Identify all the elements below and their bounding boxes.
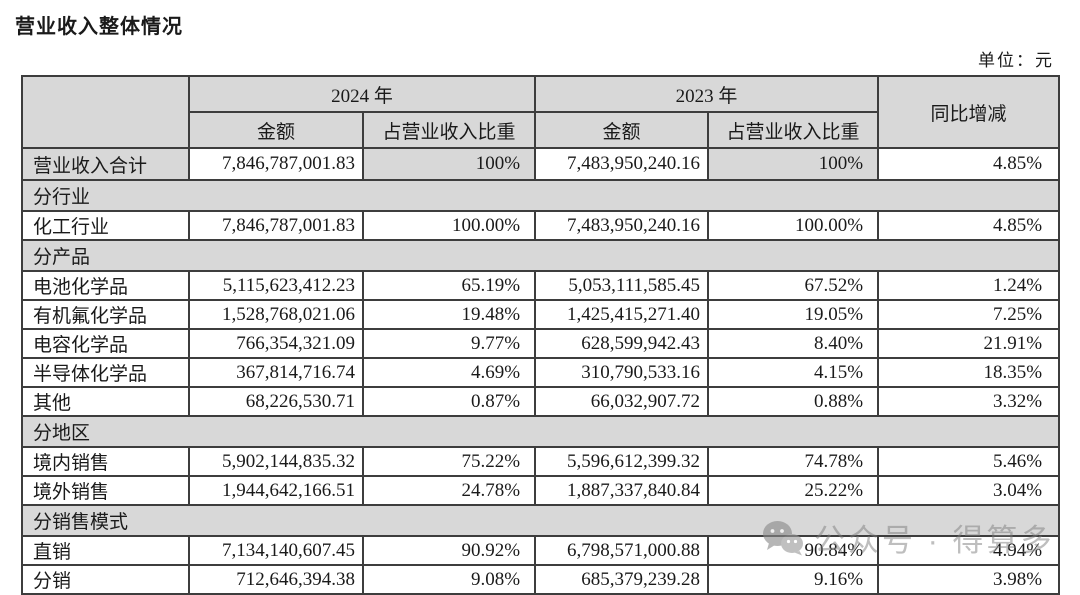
proportion-2024-cell: 75.22% [361, 446, 537, 477]
section-row-product: 分产品 [20, 239, 1061, 272]
header-row-metrics: 金额 占营业收入比重 金额 占营业收入比重 [22, 111, 1059, 149]
yoy-cell: 3.98% [877, 564, 1061, 595]
corner-cell [21, 75, 190, 149]
amount-2024-header: 金额 [188, 111, 364, 149]
yoy-header: 同比增减 [877, 75, 1061, 149]
row-label: 电容化学品 [21, 328, 190, 359]
amount-2023-cell: 1,425,415,271.40 [534, 299, 710, 330]
table-row-total: 营业收入合计 7,846,787,001.83 100% 7,483,950,2… [21, 147, 1061, 181]
amount-2024-cell: 5,902,144,835.32 [188, 446, 364, 477]
amount-2023-cell: 5,596,612,399.32 [534, 446, 710, 477]
amount-2023-cell: 66,032,907.72 [534, 386, 710, 417]
amount-2024-cell: 1,944,642,166.51 [188, 475, 364, 506]
amount-2023-cell: 1,887,337,840.84 [534, 475, 710, 506]
amount-2024-cell: 712,646,394.38 [188, 564, 364, 595]
table-row: 分销 712,646,394.38 9.08% 685,379,239.28 9… [21, 564, 1061, 595]
amount-2023-cell: 7,483,950,240.16 [534, 210, 710, 241]
yoy-cell: 1.24% [877, 270, 1061, 301]
section-label: 分销售模式 [20, 504, 1061, 537]
proportion-2024-cell: 9.08% [361, 564, 537, 595]
proportion-2023-cell: 4.15% [707, 357, 880, 388]
year-2024-header: 2024 年 [187, 75, 537, 113]
amount-2024-cell: 7,846,787,001.83 [188, 210, 364, 241]
yoy-cell: 4.85% [877, 147, 1061, 181]
amount-2023-cell: 7,483,950,240.16 [534, 147, 710, 181]
amount-2023-cell: 6,798,571,000.88 [534, 535, 710, 566]
proportion-2024-cell: 4.69% [361, 357, 537, 388]
section-row-sales-mode: 分销售模式 [20, 504, 1061, 537]
amount-2024-cell: 7,134,140,607.45 [188, 535, 364, 566]
proportion-2024-cell: 100.00% [361, 210, 537, 241]
page-title: 营业收入整体情况 [15, 16, 183, 38]
table-row: 电容化学品 766,354,321.09 9.77% 628,599,942.4… [21, 328, 1061, 359]
row-label: 其他 [21, 386, 190, 417]
proportion-2024-cell: 9.77% [361, 328, 537, 359]
section-label: 分地区 [20, 415, 1061, 448]
yoy-cell: 4.94% [877, 535, 1061, 566]
proportion-2023-cell: 25.22% [707, 475, 880, 506]
yoy-cell: 3.04% [877, 475, 1061, 506]
row-label: 有机氟化学品 [21, 299, 190, 330]
table-row: 化工行业 7,846,787,001.83 100.00% 7,483,950,… [21, 210, 1061, 241]
proportion-2023-cell: 19.05% [707, 299, 880, 330]
row-label: 化工行业 [21, 210, 190, 241]
proportion-2023-header: 占营业收入比重 [707, 111, 880, 149]
section-row-industry: 分行业 [20, 179, 1061, 212]
yoy-cell: 5.46% [877, 446, 1061, 477]
unit-label: 单位：元 [978, 51, 1054, 70]
proportion-2023-cell: 100% [707, 147, 880, 181]
proportion-2024-cell: 19.48% [361, 299, 537, 330]
proportion-2023-cell: 67.52% [707, 270, 880, 301]
row-label: 直销 [21, 535, 190, 566]
amount-2024-cell: 5,115,623,412.23 [188, 270, 364, 301]
amount-2023-cell: 310,790,533.16 [534, 357, 710, 388]
table-row: 半导体化学品 367,814,716.74 4.69% 310,790,533.… [21, 357, 1061, 388]
proportion-2023-cell: 0.88% [707, 386, 880, 417]
row-label: 境外销售 [21, 475, 190, 506]
row-label: 境内销售 [21, 446, 190, 477]
revenue-table: 2024 年 2023 年 同比增减 金额 占营业收入比重 金额 占营业收入比重… [20, 75, 1061, 595]
proportion-2024-cell: 90.92% [361, 535, 537, 566]
proportion-2024-cell: 0.87% [361, 386, 537, 417]
row-label: 营业收入合计 [21, 147, 190, 181]
proportion-2024-cell: 65.19% [361, 270, 537, 301]
proportion-2023-cell: 90.84% [707, 535, 880, 566]
amount-2024-cell: 367,814,716.74 [188, 357, 364, 388]
year-2023-header: 2023 年 [534, 75, 880, 113]
section-row-region: 分地区 [20, 415, 1061, 448]
table-row: 直销 7,134,140,607.45 90.92% 6,798,571,000… [21, 535, 1061, 566]
amount-2024-cell: 1,528,768,021.06 [188, 299, 364, 330]
row-label: 半导体化学品 [21, 357, 190, 388]
table-row: 境外销售 1,944,642,166.51 24.78% 1,887,337,8… [21, 475, 1061, 506]
amount-2023-header: 金额 [534, 111, 710, 149]
proportion-2023-cell: 74.78% [707, 446, 880, 477]
yoy-cell: 21.91% [877, 328, 1061, 359]
yoy-cell: 7.25% [877, 299, 1061, 330]
amount-2024-cell: 766,354,321.09 [188, 328, 364, 359]
table-row: 境内销售 5,902,144,835.32 75.22% 5,596,612,3… [21, 446, 1061, 477]
proportion-2024-cell: 100% [361, 147, 537, 181]
amount-2023-cell: 685,379,239.28 [534, 564, 710, 595]
row-label: 分销 [21, 564, 190, 595]
section-label: 分产品 [20, 239, 1061, 272]
proportion-2023-cell: 8.40% [707, 328, 880, 359]
yoy-cell: 18.35% [877, 357, 1061, 388]
table-row: 其他 68,226,530.71 0.87% 66,032,907.72 0.8… [21, 386, 1061, 417]
proportion-2024-header: 占营业收入比重 [361, 111, 537, 149]
amount-2024-cell: 68,226,530.71 [188, 386, 364, 417]
header-row-years: 2024 年 2023 年 同比增减 [21, 75, 1061, 149]
proportion-2023-cell: 9.16% [707, 564, 880, 595]
proportion-2023-cell: 100.00% [707, 210, 880, 241]
row-label: 电池化学品 [21, 270, 190, 301]
section-label: 分行业 [20, 179, 1061, 212]
amount-2024-cell: 7,846,787,001.83 [188, 147, 364, 181]
table-row: 电池化学品 5,115,623,412.23 65.19% 5,053,111,… [21, 270, 1061, 301]
yoy-cell: 4.85% [877, 210, 1061, 241]
amount-2023-cell: 628,599,942.43 [534, 328, 710, 359]
proportion-2024-cell: 24.78% [361, 475, 537, 506]
yoy-cell: 3.32% [877, 386, 1061, 417]
table-row: 有机氟化学品 1,528,768,021.06 19.48% 1,425,415… [21, 299, 1061, 330]
amount-2023-cell: 5,053,111,585.45 [534, 270, 710, 301]
